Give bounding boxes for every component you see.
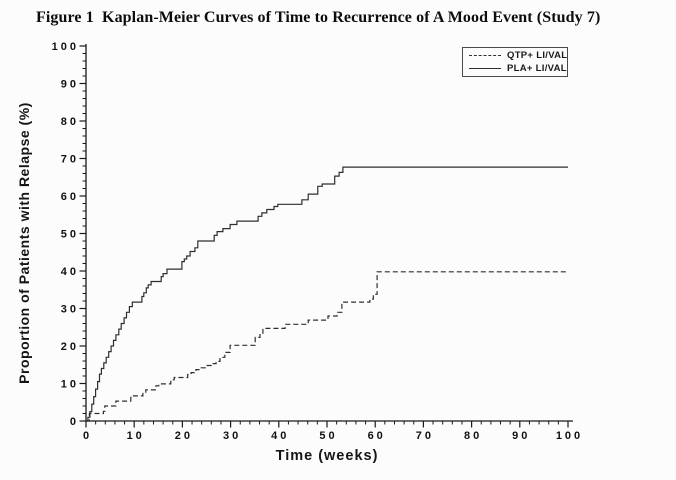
svg-text:10: 10 <box>127 430 145 442</box>
dashed-line-icon <box>469 55 501 56</box>
legend-label-qtp: QTP+ LI/VAL <box>507 50 568 61</box>
legend-label-pla: PLA+ LI/VAL <box>507 63 567 74</box>
svg-text:20: 20 <box>175 430 193 442</box>
svg-text:80: 80 <box>464 430 482 442</box>
svg-text:40: 40 <box>61 266 79 278</box>
svg-text:70: 70 <box>416 430 434 442</box>
svg-text:50: 50 <box>319 430 337 442</box>
svg-text:100: 100 <box>52 41 79 53</box>
km-curve-pla <box>86 166 568 422</box>
svg-text:0: 0 <box>70 416 79 428</box>
solid-line-icon <box>469 68 501 69</box>
x-axis-title: Time (weeks) <box>275 448 379 464</box>
svg-text:60: 60 <box>368 430 386 442</box>
svg-text:60: 60 <box>61 191 79 203</box>
svg-text:30: 30 <box>223 430 241 442</box>
svg-text:20: 20 <box>61 341 79 353</box>
svg-text:90: 90 <box>512 430 530 442</box>
svg-text:90: 90 <box>61 79 79 91</box>
legend: QTP+ LI/VAL PLA+ LI/VAL <box>462 47 568 77</box>
legend-item-qtp: QTP+ LI/VAL <box>469 50 567 61</box>
km-curve-qtp <box>86 271 568 422</box>
svg-text:70: 70 <box>61 154 79 166</box>
svg-text:100: 100 <box>556 430 583 442</box>
svg-text:0: 0 <box>83 430 92 442</box>
figure-title: Figure 1 Kaplan-Meier Curves of Time to … <box>36 9 601 26</box>
legend-item-pla: PLA+ LI/VAL <box>469 63 567 74</box>
svg-text:50: 50 <box>61 229 79 241</box>
svg-text:10: 10 <box>61 379 79 391</box>
svg-text:30: 30 <box>61 304 79 316</box>
svg-text:40: 40 <box>271 430 289 442</box>
y-axis-title: Proportion of Patients with Relapse (%) <box>16 102 32 384</box>
svg-text:80: 80 <box>61 116 79 128</box>
